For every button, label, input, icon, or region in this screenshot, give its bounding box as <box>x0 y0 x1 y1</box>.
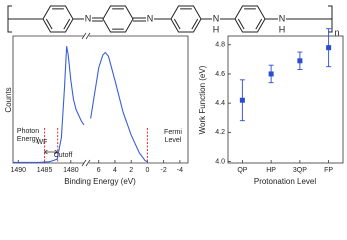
axis-frame <box>89 35 189 164</box>
y-tick-label: 4.0 <box>215 158 225 165</box>
y-tick-label: 4.8 <box>215 42 225 49</box>
x-tick-label: -4 <box>177 167 183 174</box>
axis-break <box>81 32 91 167</box>
marker <box>239 97 245 103</box>
double-bond <box>63 18 71 30</box>
x-axis-label: Protonation Level <box>254 177 316 186</box>
y-tick-label: 4.6 <box>215 71 225 78</box>
ring <box>234 5 266 33</box>
y-axis-label: Work Function (eV) <box>198 65 207 134</box>
atom: H <box>279 24 286 34</box>
x-tick-label: 1490 <box>10 167 26 174</box>
annotation: Fermi Level <box>164 129 182 144</box>
figure: N N N H N H n Counts Binding Energy (eV)… <box>4 5 344 186</box>
x-tick-label: 4 <box>113 167 117 174</box>
atom: N <box>147 13 154 23</box>
double-bond <box>191 18 199 30</box>
y-axis-label: Counts <box>4 87 13 112</box>
double-bond <box>255 18 263 30</box>
double-bond <box>237 18 245 30</box>
x-tick-label: QP <box>237 167 247 174</box>
annotation: Photon Energy <box>16 128 40 143</box>
axis-frame <box>12 35 84 164</box>
marker <box>297 58 303 64</box>
y-tick-label: 4.2 <box>215 129 225 136</box>
x-tick-label: HP <box>266 167 276 174</box>
x-tick-label: 1485 <box>37 167 53 174</box>
subscript: n <box>334 27 339 37</box>
atom: N <box>85 13 92 23</box>
arrow-head <box>54 149 59 155</box>
ring <box>42 5 74 33</box>
x-tick-label: 2 <box>129 167 133 174</box>
x-tick-label: 1480 <box>63 167 79 174</box>
double-bond <box>173 18 181 30</box>
structure <box>7 5 333 33</box>
axis-frame <box>227 35 344 164</box>
marker <box>268 71 274 77</box>
arrow-head <box>43 149 48 155</box>
atom: H <box>213 24 220 34</box>
double-bond <box>45 18 53 30</box>
spectrum-line <box>13 46 85 163</box>
annotation: Cutoff <box>53 152 73 159</box>
x-axis-label: Binding Energy (eV) <box>64 177 136 186</box>
atom: N <box>279 13 286 23</box>
atom: N <box>213 13 220 23</box>
x-tick-label: -2 <box>161 167 167 174</box>
ring <box>102 5 134 33</box>
annotation: WF <box>36 139 48 146</box>
ring <box>170 5 202 33</box>
marker <box>326 45 332 51</box>
spectrum-line <box>90 51 148 163</box>
x-tick-label: 3QP <box>293 167 307 174</box>
y-tick-label: 4.4 <box>215 100 225 107</box>
chart: N N N H N H n Counts Binding Energy (eV)… <box>4 5 344 186</box>
x-tick-label: 0 <box>145 167 149 174</box>
x-tick-label: FP <box>324 167 333 174</box>
x-tick-label: 6 <box>97 167 101 174</box>
